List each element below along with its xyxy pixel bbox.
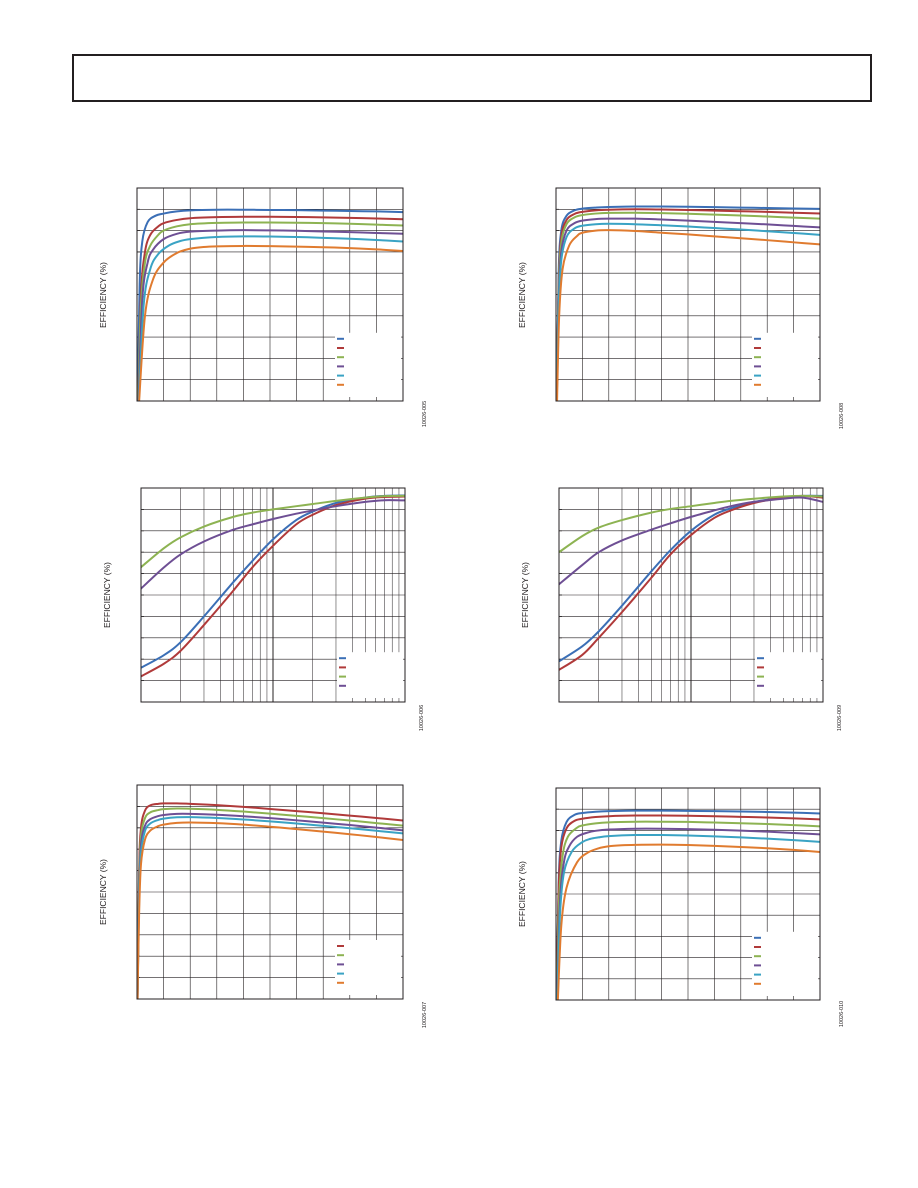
series-line-1 — [556, 809, 820, 1000]
figure-id: 10026-010 — [839, 1001, 845, 1027]
series-line-4 — [137, 229, 403, 401]
series-line-3 — [556, 211, 820, 401]
y-axis-label: EFFICIENCY (%) — [517, 262, 527, 328]
series-line-2 — [559, 494, 823, 671]
figure-id: 10026-009 — [837, 705, 843, 731]
plot-frame — [136, 784, 404, 1000]
y-axis-label: EFFICIENCY (%) — [520, 562, 530, 628]
legend-box — [752, 931, 818, 996]
series-line-2 — [141, 495, 405, 678]
series-line-4 — [137, 816, 403, 999]
series-line-3 — [141, 494, 405, 569]
series-line-5 — [556, 833, 820, 1000]
efficiency-chart-3: EFFICIENCY (%) 10026-006 — [102, 487, 425, 731]
legend-box — [335, 940, 401, 995]
efficiency-chart-6: EFFICIENCY (%) 10026-010 — [517, 787, 845, 1027]
series-line-4 — [559, 496, 823, 586]
plot-frame — [555, 187, 821, 402]
series-line-4 — [556, 827, 820, 1000]
figure-id: 10026-006 — [419, 705, 425, 731]
series-line-6 — [556, 843, 820, 1000]
series-line-5 — [137, 821, 403, 999]
series-line-3 — [137, 221, 403, 401]
y-axis-label: EFFICIENCY (%) — [98, 262, 108, 328]
series-line-2 — [137, 215, 403, 401]
series-line-3 — [556, 820, 820, 1000]
plot-frame — [140, 487, 406, 703]
series-line-2 — [556, 814, 820, 1000]
legend-box — [335, 332, 401, 397]
series-line-5 — [137, 235, 403, 401]
legend-box — [755, 652, 821, 698]
series-line-1 — [556, 205, 820, 401]
series-line-3 — [559, 494, 823, 554]
efficiency-chart-5: EFFICIENCY (%) 10026-007 — [98, 784, 428, 1028]
series-line-2 — [556, 208, 820, 401]
y-axis-label: EFFICIENCY (%) — [517, 861, 527, 927]
plot-frame — [558, 487, 824, 703]
page-header-box — [72, 54, 872, 102]
plot-frame — [555, 787, 821, 1001]
y-axis-label: EFFICIENCY (%) — [102, 562, 112, 628]
efficiency-chart-2: EFFICIENCY (%) 10026-008 — [517, 187, 845, 429]
legend-box — [337, 652, 403, 698]
series-line-6 — [138, 244, 403, 401]
figure-id: 10026-008 — [839, 403, 845, 429]
y-axis-label: EFFICIENCY (%) — [98, 859, 108, 925]
series-line-4 — [141, 499, 405, 590]
figure-id: 10026-007 — [422, 1002, 428, 1028]
plot-frame — [136, 187, 404, 402]
series-line-1 — [137, 208, 403, 401]
series-line-3 — [137, 812, 403, 999]
series-line-4 — [556, 217, 820, 401]
series-line-6 — [556, 229, 820, 401]
series-line-2 — [137, 807, 403, 999]
series-line-5 — [556, 222, 820, 401]
efficiency-chart-1: EFFICIENCY (%) 10026-005 — [98, 187, 428, 427]
figure-id: 10026-005 — [422, 401, 428, 427]
series-line-1 — [137, 802, 403, 999]
efficiency-chart-4: EFFICIENCY (%) 10026-009 — [520, 487, 843, 731]
legend-box — [752, 332, 818, 397]
